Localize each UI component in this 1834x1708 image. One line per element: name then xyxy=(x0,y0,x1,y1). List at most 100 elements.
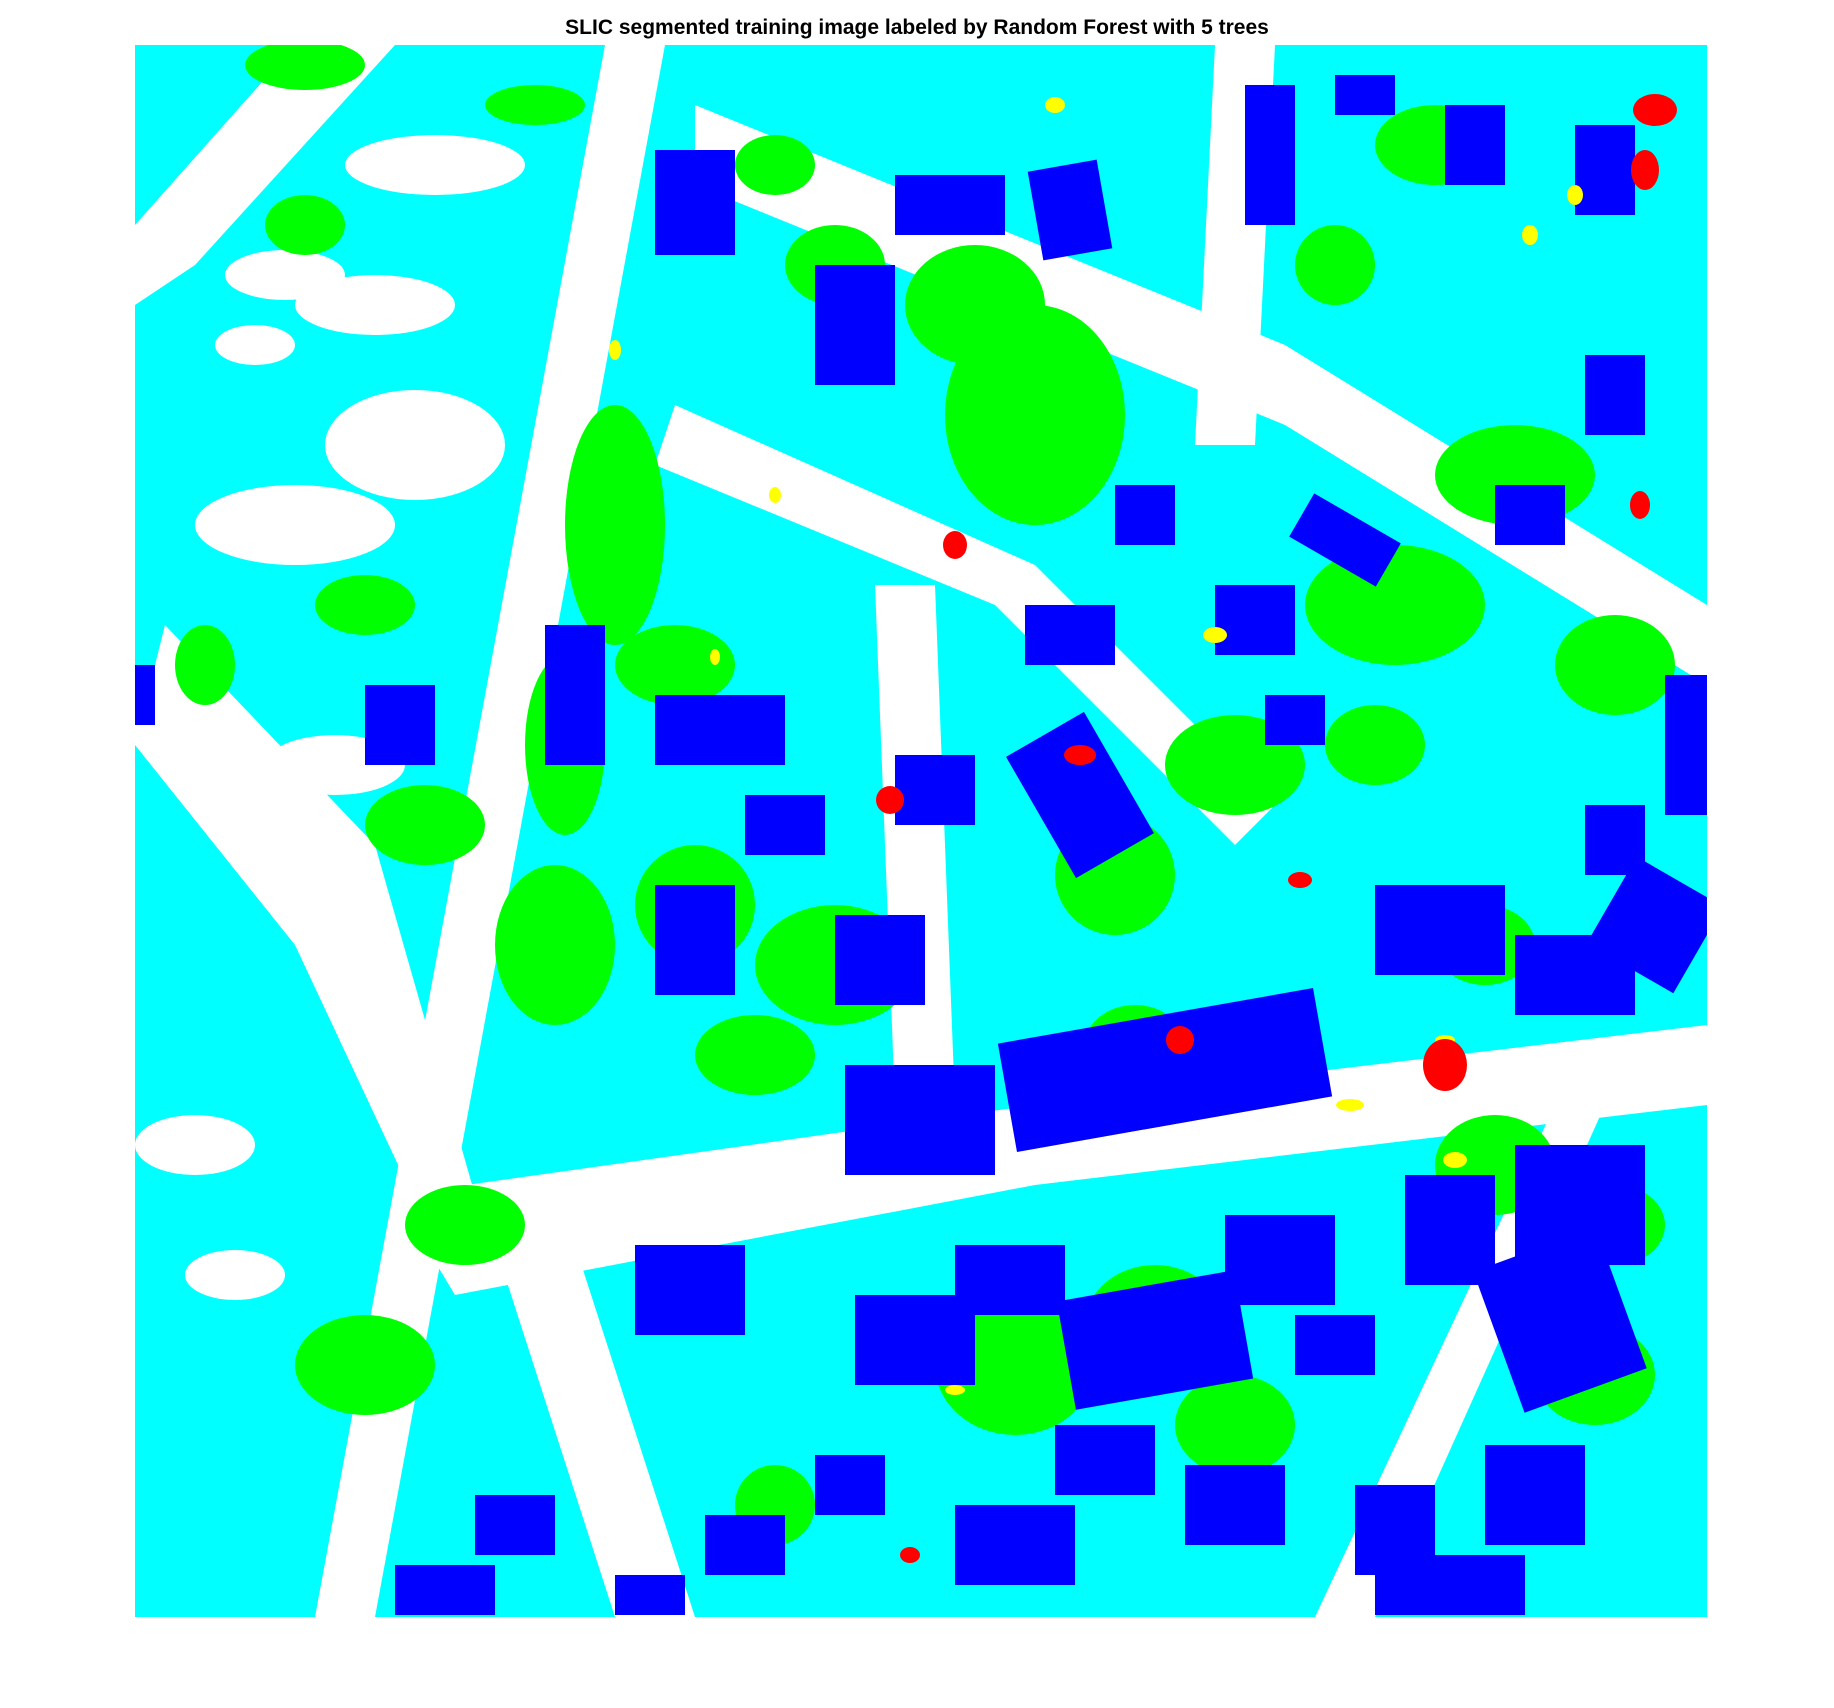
building-region xyxy=(1585,355,1645,435)
road-main-diagonal xyxy=(315,45,665,1617)
tree-region xyxy=(495,865,615,1025)
building-region xyxy=(1375,1555,1525,1615)
impervious-patch xyxy=(195,485,395,565)
impervious-patch xyxy=(135,1115,255,1175)
building-region xyxy=(635,1245,745,1335)
building-region xyxy=(1215,585,1295,655)
building-region xyxy=(1245,85,1295,225)
road-bottom-left xyxy=(495,1245,695,1617)
building-region xyxy=(1295,1315,1375,1375)
building-region xyxy=(1056,1270,1254,1410)
building-region xyxy=(1495,485,1565,545)
tree-region xyxy=(245,45,365,90)
tree-region xyxy=(175,625,235,705)
road-top-left xyxy=(135,45,395,305)
building-region xyxy=(1585,805,1645,875)
building-region xyxy=(745,795,825,855)
building-region xyxy=(1025,605,1115,665)
building-region xyxy=(545,625,605,765)
clutter-region xyxy=(900,1547,920,1563)
building-region xyxy=(845,1065,995,1175)
figure-title: SLIC segmented training image labeled by… xyxy=(565,16,1269,39)
building-region xyxy=(1289,493,1401,587)
building-region xyxy=(705,1515,785,1575)
building-region xyxy=(1515,935,1635,1015)
building-region xyxy=(955,1245,1065,1315)
building-region xyxy=(1485,1445,1585,1545)
car-region xyxy=(1522,225,1538,245)
building-region xyxy=(1473,1227,1647,1413)
car-region xyxy=(1567,185,1583,205)
clutter-region xyxy=(1166,1026,1194,1054)
building-region xyxy=(1265,695,1325,745)
tree-region xyxy=(1295,225,1375,305)
building-region xyxy=(135,665,155,725)
building-region xyxy=(1055,1425,1155,1495)
road-bottom xyxy=(395,1025,1707,1295)
building-region xyxy=(1575,125,1635,215)
building-region xyxy=(1375,885,1505,975)
building-region xyxy=(475,1495,555,1555)
building-region xyxy=(655,885,735,995)
car-region xyxy=(1203,627,1227,643)
clutter-region xyxy=(943,531,967,559)
building-region xyxy=(1335,75,1395,115)
road-mid-diagonal xyxy=(655,405,1275,845)
tree-region xyxy=(485,85,585,125)
building-region xyxy=(1225,1215,1335,1305)
tree-region xyxy=(565,405,665,645)
car-region xyxy=(1336,1099,1364,1111)
car-region xyxy=(1045,97,1065,113)
building-region xyxy=(1115,485,1175,545)
impervious-patch xyxy=(345,135,525,195)
tree-region xyxy=(315,575,415,635)
clutter-region xyxy=(1631,150,1659,190)
car-region xyxy=(769,487,781,503)
building-region xyxy=(615,1575,685,1615)
impervious-patch xyxy=(215,325,295,365)
building-region xyxy=(815,265,895,385)
building-region xyxy=(815,1455,885,1515)
tree-region xyxy=(365,785,485,865)
car-region xyxy=(945,1385,965,1395)
tree-region xyxy=(695,1015,815,1095)
building-region xyxy=(1665,675,1707,815)
tree-region xyxy=(615,625,735,705)
car-region xyxy=(609,340,621,360)
car-region xyxy=(1443,1152,1467,1168)
tree-region xyxy=(405,1185,525,1265)
building-region xyxy=(955,1505,1075,1585)
clutter-region xyxy=(1064,745,1096,765)
impervious-patch xyxy=(325,390,505,500)
tree-region xyxy=(735,135,815,195)
clutter-region xyxy=(1288,872,1312,888)
building-region xyxy=(1006,711,1154,879)
building-region xyxy=(997,988,1333,1152)
tree-region xyxy=(1325,705,1425,785)
building-region xyxy=(1185,1465,1285,1545)
car-region xyxy=(710,649,720,665)
clutter-region xyxy=(1423,1039,1467,1091)
building-region xyxy=(655,695,785,765)
tree-region xyxy=(905,245,1045,365)
impervious-patch xyxy=(185,1250,285,1300)
road-left-curve xyxy=(135,625,475,1265)
building-region xyxy=(1405,1175,1495,1285)
building-region xyxy=(395,1565,495,1615)
building-region xyxy=(835,915,925,1005)
impervious-patch xyxy=(295,275,455,335)
clutter-region xyxy=(876,786,904,814)
clutter-region xyxy=(1633,94,1677,126)
building-region xyxy=(1027,159,1113,261)
building-region xyxy=(655,150,735,255)
tree-region xyxy=(1305,545,1485,665)
tree-region xyxy=(265,195,345,255)
building-region xyxy=(365,685,435,765)
tree-region xyxy=(1555,615,1675,715)
building-region xyxy=(895,755,975,825)
segmentation-map xyxy=(135,45,1707,1617)
tree-region xyxy=(1175,1375,1295,1475)
clutter-region xyxy=(1630,491,1650,519)
tree-region xyxy=(295,1315,435,1415)
building-region xyxy=(1445,105,1505,185)
